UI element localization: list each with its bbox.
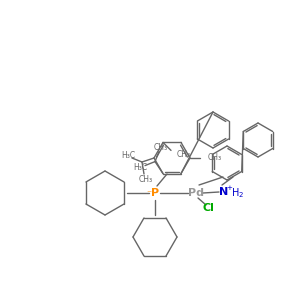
Text: +: + <box>226 185 232 191</box>
Text: H₃C: H₃C <box>133 163 147 172</box>
Text: 2: 2 <box>239 192 243 198</box>
Text: Cl: Cl <box>202 203 214 213</box>
Text: N: N <box>219 187 229 197</box>
Text: H: H <box>232 188 239 198</box>
Text: H₃C: H₃C <box>121 152 135 160</box>
Text: CH₃: CH₃ <box>154 143 168 152</box>
Text: P: P <box>151 188 159 198</box>
Text: CH₃: CH₃ <box>139 176 153 184</box>
Text: Pd: Pd <box>188 188 204 198</box>
Text: CH₃: CH₃ <box>177 150 191 159</box>
Text: CH₃: CH₃ <box>208 154 222 163</box>
Text: ⁻: ⁻ <box>146 189 151 199</box>
